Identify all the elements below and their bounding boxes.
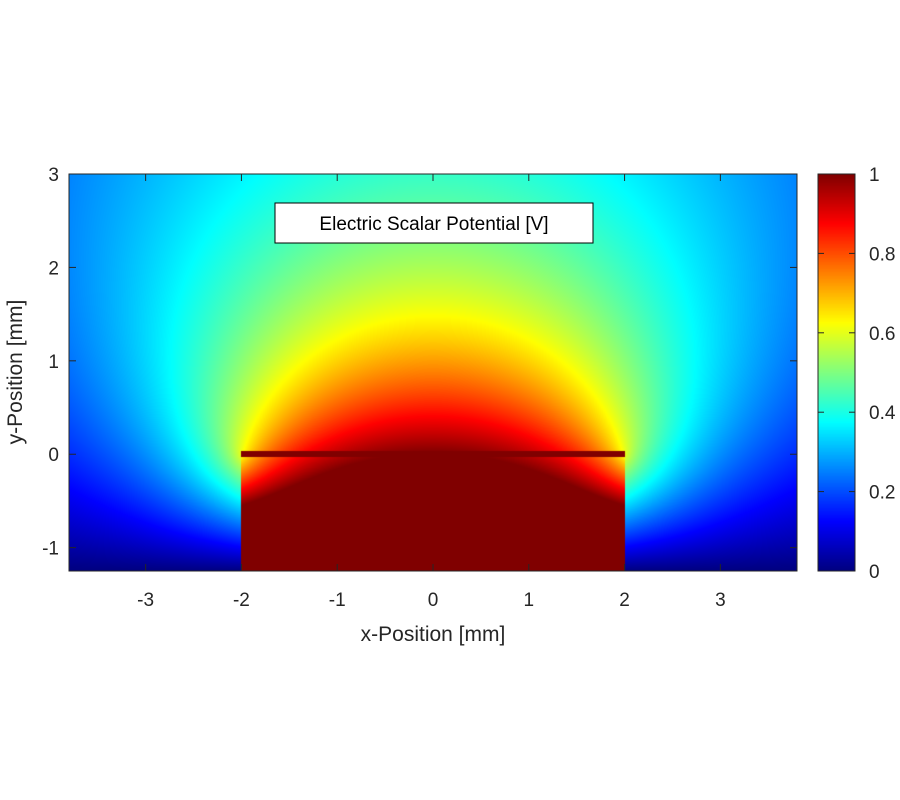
y-axis-label: y-Position [mm] xyxy=(4,300,27,445)
x-tick-label: -1 xyxy=(329,590,346,611)
x-axis-ticks: -3 -2 -1 0 1 2 3 xyxy=(137,174,726,611)
x-tick-label: -3 xyxy=(137,590,154,611)
x-tick-label: 3 xyxy=(715,590,726,611)
y-tick-label: -1 xyxy=(42,539,59,560)
x-tick-label: 0 xyxy=(428,590,439,611)
y-tick-label: 1 xyxy=(48,352,59,373)
colorbar-tick-label: 0.2 xyxy=(869,483,895,504)
colorbar-frame xyxy=(817,173,856,572)
x-tick-label: 1 xyxy=(524,590,535,611)
colorbar-tick-label: 0 xyxy=(869,562,880,583)
annotation-frame xyxy=(274,202,594,244)
x-tick-label: 2 xyxy=(619,590,630,611)
colorbar-ticks: 0 0.2 0.4 0.6 0.8 1 xyxy=(818,165,896,583)
y-axis-ticks: -1 0 1 2 3 xyxy=(42,165,797,560)
colorbar-gradient xyxy=(818,174,855,571)
colorbar-tick-label: 0.6 xyxy=(869,324,895,345)
annotation-box: Electric Scalar Potential [V] xyxy=(274,202,594,244)
x-tick-label: -2 xyxy=(233,590,250,611)
x-axis-label: x-Position [mm] xyxy=(361,623,506,646)
y-tick-label: 2 xyxy=(48,258,59,279)
colorbar-tick-label: 0.4 xyxy=(869,403,896,424)
y-tick-label: 0 xyxy=(48,445,59,466)
colorbar-tick-label: 1 xyxy=(869,165,880,186)
y-tick-label: 3 xyxy=(48,165,59,186)
colorbar-tick-label: 0.8 xyxy=(869,244,895,265)
annotation-text: Electric Scalar Potential [V] xyxy=(319,214,548,235)
